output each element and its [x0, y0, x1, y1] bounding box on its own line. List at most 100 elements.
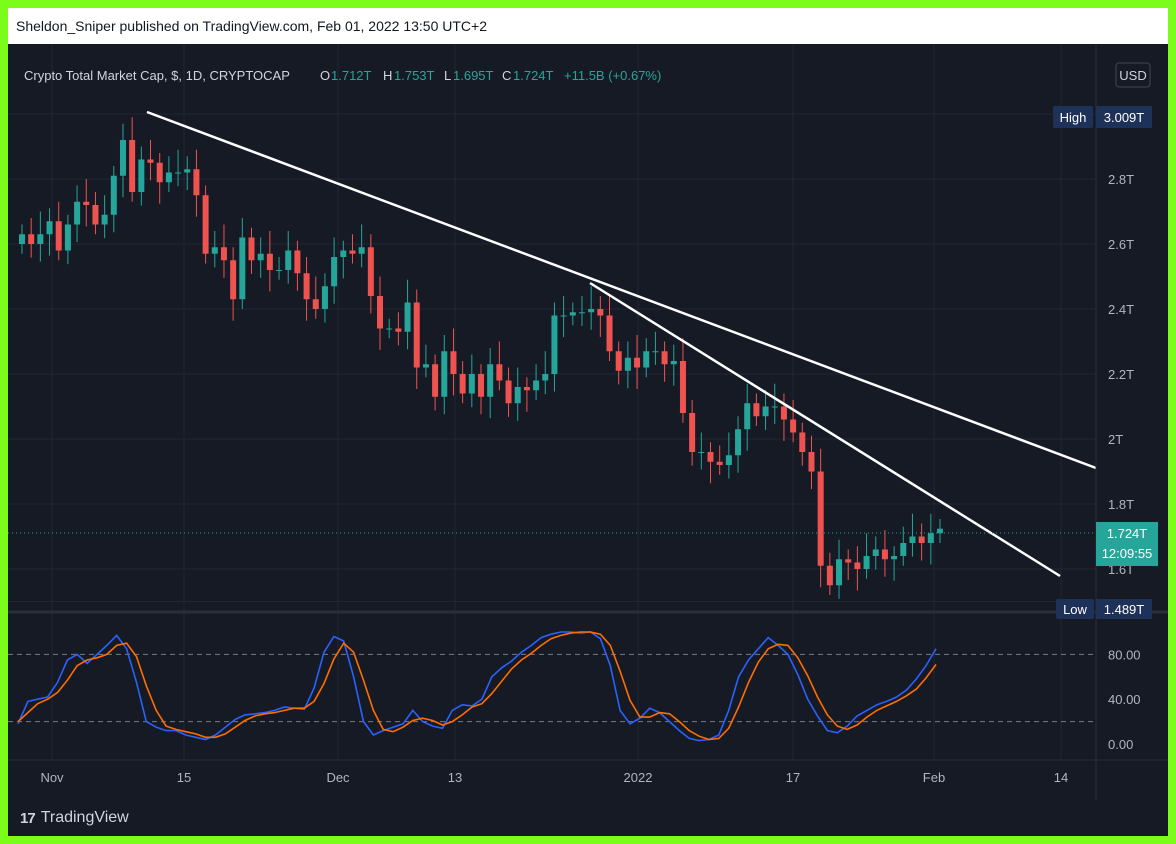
candle-body	[496, 364, 503, 381]
candle	[643, 338, 650, 378]
time-tick-label: 13	[448, 770, 462, 785]
candle-body	[881, 549, 888, 560]
candle-body	[863, 556, 870, 569]
low-badge: Low 1.489T	[1056, 599, 1152, 619]
candle-body	[422, 364, 429, 368]
tradingview-logo[interactable]: 17 TradingView	[20, 808, 129, 828]
candle-body	[386, 328, 393, 330]
candle	[698, 432, 705, 470]
candle-body	[533, 380, 540, 391]
candle	[771, 383, 778, 425]
candle-body	[744, 403, 751, 430]
low-badge-label: Low	[1063, 602, 1087, 617]
osc-tick-label: 0.00	[1108, 737, 1133, 752]
candle	[193, 149, 200, 217]
candle	[514, 367, 521, 421]
candle-body	[37, 234, 44, 244]
candle	[64, 214, 71, 265]
low-label: L	[444, 68, 451, 83]
candle-body	[285, 250, 292, 270]
candle-body	[119, 140, 126, 176]
candle	[661, 341, 668, 382]
candle-body	[551, 315, 558, 374]
candle	[478, 364, 484, 415]
candle-body	[404, 302, 411, 332]
candle	[744, 383, 751, 451]
candle	[92, 192, 99, 235]
candle-body	[110, 175, 117, 215]
candle-body	[735, 429, 742, 456]
candle	[386, 318, 393, 339]
candle	[303, 257, 310, 321]
candle-body	[441, 351, 448, 397]
time-axis-ticks: Nov 15 Dec 13 2022 17 Feb 14	[40, 770, 1068, 785]
candle	[927, 513, 934, 565]
candle-body	[909, 536, 916, 543]
candle	[101, 195, 108, 239]
candle	[129, 117, 136, 202]
candle	[276, 257, 283, 280]
osc-tick-label: 40.00	[1108, 692, 1141, 707]
candle	[74, 185, 81, 243]
candle	[560, 296, 567, 337]
candle	[110, 166, 117, 233]
candle-body	[762, 406, 769, 417]
candle-body	[432, 364, 439, 397]
d-line	[17, 631, 937, 741]
candle-body	[303, 273, 310, 300]
candle	[496, 341, 503, 391]
candle	[533, 364, 540, 400]
candle	[285, 231, 292, 284]
tradingview-mark-icon: 17	[20, 809, 36, 827]
candle	[606, 296, 613, 361]
footer: 17 TradingView	[8, 800, 1168, 836]
candle	[175, 149, 182, 187]
trendline-lower	[589, 281, 1061, 578]
candle-body	[156, 162, 163, 183]
candle-body	[716, 461, 723, 465]
candle-body	[661, 351, 668, 365]
high-badge-value: 3.009T	[1104, 110, 1145, 125]
candle-body	[918, 536, 925, 543]
symbol-legend: Crypto Total Market Cap, $, 1D, CRYPTOCA…	[24, 68, 661, 83]
candle	[872, 536, 879, 570]
candle-body	[129, 140, 136, 192]
candle	[266, 231, 273, 292]
candle-body	[891, 556, 898, 560]
candle-body	[854, 562, 861, 569]
candle-body	[312, 299, 319, 309]
candle-body	[367, 247, 374, 296]
chart-area[interactable]: 1.6T 1.8T 2T 2.2T 2.4T 2.6T 2.8T 0.00 40.00 80.0…	[8, 44, 1168, 800]
candle-body	[266, 253, 273, 270]
time-tick-label: 14	[1054, 770, 1068, 785]
candle-body	[19, 234, 25, 244]
candle	[780, 393, 787, 441]
candle	[55, 201, 62, 261]
candle-body	[514, 387, 521, 404]
candle	[753, 393, 760, 426]
candle	[735, 416, 742, 473]
candle-body	[165, 172, 172, 183]
candle-body	[927, 533, 934, 543]
high-value: 1.753T	[394, 68, 435, 83]
candle-body	[478, 374, 484, 397]
candle	[578, 296, 585, 326]
time-tick-label: 15	[177, 770, 191, 785]
candle	[505, 367, 512, 417]
candle	[615, 341, 622, 385]
currency-button[interactable]: USD	[1115, 62, 1151, 88]
candle	[468, 354, 475, 408]
candle	[230, 247, 237, 321]
stochastic-rsi-series	[17, 631, 937, 742]
candle-body	[294, 250, 301, 274]
candle-body	[46, 221, 53, 235]
candle	[422, 344, 429, 378]
candle	[790, 400, 797, 443]
candle	[826, 552, 833, 595]
app-frame: Sheldon_Sniper published on TradingView.…	[8, 8, 1168, 836]
candle	[900, 526, 907, 566]
candle	[799, 422, 806, 466]
candle	[459, 361, 466, 404]
low-badge-value: 1.489T	[1104, 602, 1145, 617]
